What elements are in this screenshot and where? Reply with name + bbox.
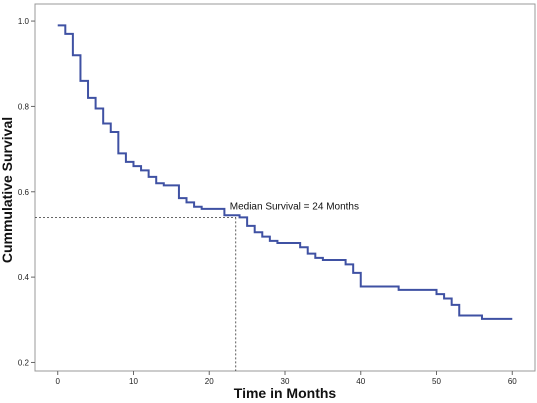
x-axis: 0 10 20 30 40 50 60 (56, 371, 517, 386)
x-tick-label: 40 (356, 377, 365, 386)
y-tick-label: 0.8 (18, 102, 30, 111)
x-tick-label: 10 (129, 377, 138, 386)
y-tick-label: 0.2 (18, 358, 30, 367)
x-tick-label: 60 (508, 377, 517, 386)
x-tick-label: 30 (281, 377, 290, 386)
survival-curve-layer (57, 24, 513, 320)
survival-step-line (57, 24, 513, 320)
x-tick-label: 20 (205, 377, 214, 386)
median-reference-lines (35, 216, 237, 371)
y-tick-label: 0.4 (18, 273, 30, 282)
x-axis-title: Time in Months (234, 385, 337, 401)
x-tick-label: 0 (56, 377, 61, 386)
x-tick-label: 50 (432, 377, 441, 386)
y-axis: 0.2 0.4 0.6 0.8 1.0 (18, 17, 35, 367)
median-annotation: Median Survival = 24 Months (230, 201, 359, 212)
y-tick-label: 1.0 (18, 17, 30, 26)
y-axis-title: Cummulative Survival (0, 117, 15, 263)
y-tick-label: 0.6 (18, 188, 30, 197)
